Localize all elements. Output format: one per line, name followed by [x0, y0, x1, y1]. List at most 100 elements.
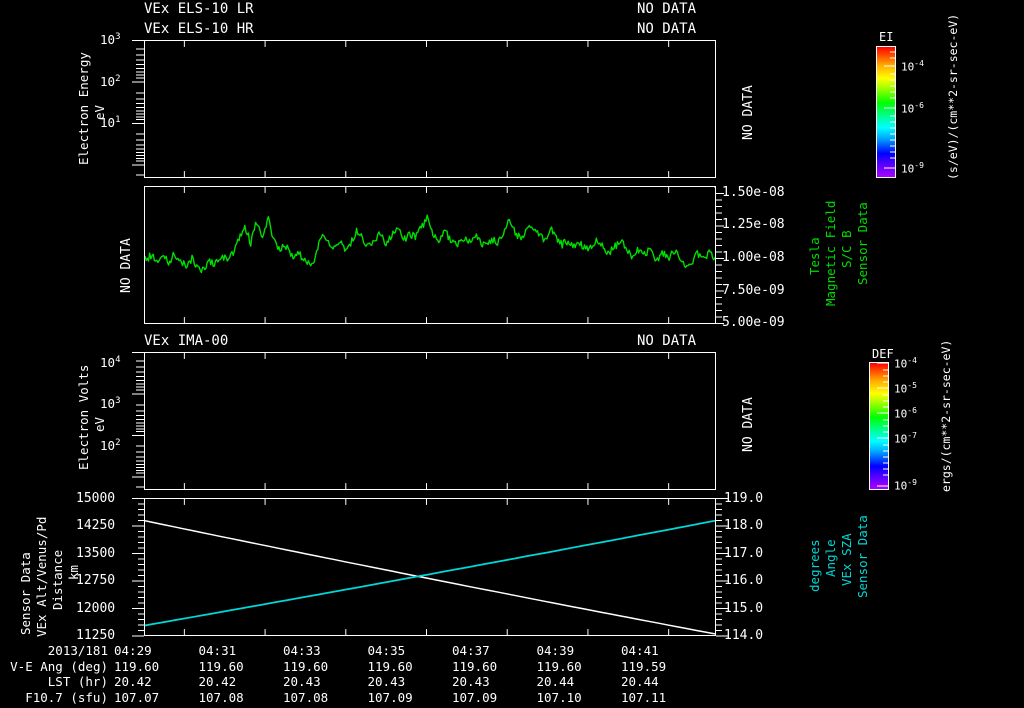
panel4-ylabel-left-sensor-data: Sensor Data [18, 552, 33, 635]
cell-f107-4: 107.09 [452, 689, 498, 705]
panel4-ytick-right-1: 118.0 [724, 518, 764, 533]
panel3-left-log-ticks [132, 352, 144, 488]
panel2-ylabel-scb: S/C B [839, 230, 854, 268]
cell-time-1: 04:31 [198, 643, 237, 658]
row-label-f107: F10.7 (sfu) [25, 689, 108, 705]
panel2-ytick-1: 1.25e-08 [722, 217, 785, 232]
cell-lst-5: 20.44 [536, 674, 575, 689]
panel2-magnetic-field-trace [145, 187, 715, 323]
cell-f107-3: 107.09 [367, 689, 413, 705]
cell-ve-ang-5: 119.60 [536, 658, 582, 674]
colorbar2-ticks [877, 362, 889, 487]
panel3-ytick-0: 104 [100, 355, 121, 371]
colorbar1-ticks [884, 51, 896, 169]
panel3-ylabel-main: Electron Volts [76, 364, 91, 470]
cell-ve-ang-2: 119.60 [283, 658, 329, 674]
cell-time-4: 04:37 [452, 643, 490, 658]
panel1-header-right-line1: NO DATA [637, 1, 697, 17]
panel3-ticks [183, 353, 670, 489]
panel2-no-data-note: NO DATA [119, 238, 134, 293]
panel1-ylabel-units: eV [92, 104, 107, 120]
panel2-ytick-2: 1.00e-08 [722, 250, 785, 265]
panel1-ticks [183, 41, 670, 177]
cell-time-5: 04:39 [536, 643, 575, 658]
panel4-ytick-left-0: 15000 [76, 491, 116, 506]
cell-lst-2: 20.43 [283, 674, 321, 689]
panel3-header-right: NO DATA [637, 333, 697, 349]
panel4-ytick-right-3: 116.0 [724, 573, 764, 588]
panel1-header-left-line1: VEx ELS-10 LR [144, 1, 254, 17]
panel2-ylabel-magnetic-field: Magnetic Field [823, 200, 838, 306]
panel4-plot-area[interactable] [144, 498, 716, 636]
colorbar1-title: EI [879, 30, 894, 44]
table-row-f107: F10.7 (sfu) 107.07 107.08 107.08 107.09 … [0, 690, 706, 706]
cell-f107-5: 107.10 [536, 689, 582, 705]
panel4-ytick-left-2: 13500 [76, 546, 116, 561]
panel2-plot-area[interactable] [144, 186, 716, 324]
cell-lst-0: 20.42 [114, 674, 152, 689]
panel4-ytick-right-4: 115.0 [724, 601, 764, 616]
colorbar2-tick-label-1: 10-5 [894, 381, 917, 396]
panel1-header-right-line2: NO DATA [637, 21, 697, 37]
colorbar2-tick-label-2: 10-6 [894, 406, 917, 421]
table-row-time: 2013/181 04:29 04:31 04:33 04:35 04:37 0… [0, 643, 706, 659]
colorbar1-tick-label-1: 10-6 [901, 101, 924, 116]
panel3-header-left: VEx IMA-00 [144, 333, 229, 349]
panel1-ytick-0: 103 [100, 32, 121, 48]
panel4-ytick-right-2: 117.0 [724, 546, 764, 561]
panel1-ytick-2: 101 [100, 115, 121, 131]
row-label-date: 2013/181 [47, 643, 108, 658]
panel1-left-log-ticks [132, 40, 144, 176]
colorbar2-tick-label-3: 10-7 [894, 431, 917, 446]
panel2-ylabel-tesla: Tesla [807, 237, 822, 275]
table-row-lst: LST (hr) 20.42 20.42 20.43 20.43 20.43 2… [0, 674, 706, 690]
panel4-ylabel-right-angle: Angle [823, 539, 838, 577]
colorbar1-units: (s/eV)/(cm**2-sr-sec-eV) [946, 13, 960, 180]
panel4-orbit-traces [145, 499, 715, 635]
panel3-plot-area[interactable] [144, 352, 716, 490]
panel4-ytick-right-5: 114.0 [724, 628, 764, 643]
panel4-left-ticks [132, 498, 144, 637]
cell-ve-ang-6: 119.59 [621, 658, 667, 674]
panel4-ytick-left-5: 11250 [76, 628, 116, 643]
panel4-ylabel-left-km: km [66, 564, 81, 580]
panel4-ylabel-right-degrees: degrees [807, 539, 822, 592]
panel2-right-ticks [714, 186, 724, 324]
bottom-parameter-table: 2013/181 04:29 04:31 04:33 04:35 04:37 0… [0, 643, 1024, 705]
table-row-ve-ang: V-E Ang (deg) 119.60 119.60 119.60 119.6… [0, 659, 706, 675]
cell-time-6: 04:41 [621, 643, 659, 658]
panel4-ylabel-left-distance: Distance [50, 549, 65, 610]
panel4-ytick-left-4: 12000 [76, 601, 116, 616]
panel2-ytick-4: 5.00e-09 [722, 315, 785, 330]
panel1-header-left-line2: VEx ELS-10 HR [144, 21, 254, 37]
cell-time-2: 04:33 [283, 643, 321, 658]
panel4-ylabel-left-alt: VEx Alt/Venus/Pd [34, 516, 49, 637]
panel2-ytick-0: 1.50e-08 [722, 185, 785, 200]
cell-lst-4: 20.43 [452, 674, 490, 689]
cell-ve-ang-4: 119.60 [452, 658, 498, 674]
row-label-lst: LST (hr) [47, 674, 108, 689]
cell-time-0: 04:29 [114, 643, 152, 658]
panel3-ytick-2: 102 [100, 438, 121, 454]
colorbar2-units: ergs/(cm**2-sr-sec-eV) [939, 339, 953, 492]
cell-f107-6: 107.11 [621, 689, 667, 705]
panel3-ylabel-units: eV [92, 416, 107, 432]
panel1-ytick-1: 102 [100, 74, 121, 90]
panel4-ytick-left-3: 12750 [76, 573, 116, 588]
colorbar1-tick-label-0: 10-4 [901, 59, 924, 74]
panel1-no-data-note: NO DATA [741, 85, 756, 140]
cell-f107-2: 107.08 [283, 689, 329, 705]
panel1-plot-area[interactable] [144, 40, 716, 178]
panel4-right-ticks [716, 498, 728, 637]
cell-ve-ang-3: 119.60 [367, 658, 413, 674]
panel2-ylabel-sensor-data: Sensor Data [855, 202, 870, 285]
panel4-ytick-left-1: 14250 [76, 518, 116, 533]
panel3-ytick-1: 103 [100, 396, 121, 412]
colorbar2-tick-label-0: 10-4 [894, 356, 917, 371]
panel4-ylabel-right-sensor-data: Sensor Data [855, 515, 870, 598]
row-label-ve-ang: V-E Ang (deg) [10, 658, 108, 674]
panel4-ylabel-right-sza: VEx SZA [839, 533, 854, 586]
cell-lst-3: 20.43 [367, 674, 406, 689]
cell-f107-0: 107.07 [114, 689, 160, 705]
